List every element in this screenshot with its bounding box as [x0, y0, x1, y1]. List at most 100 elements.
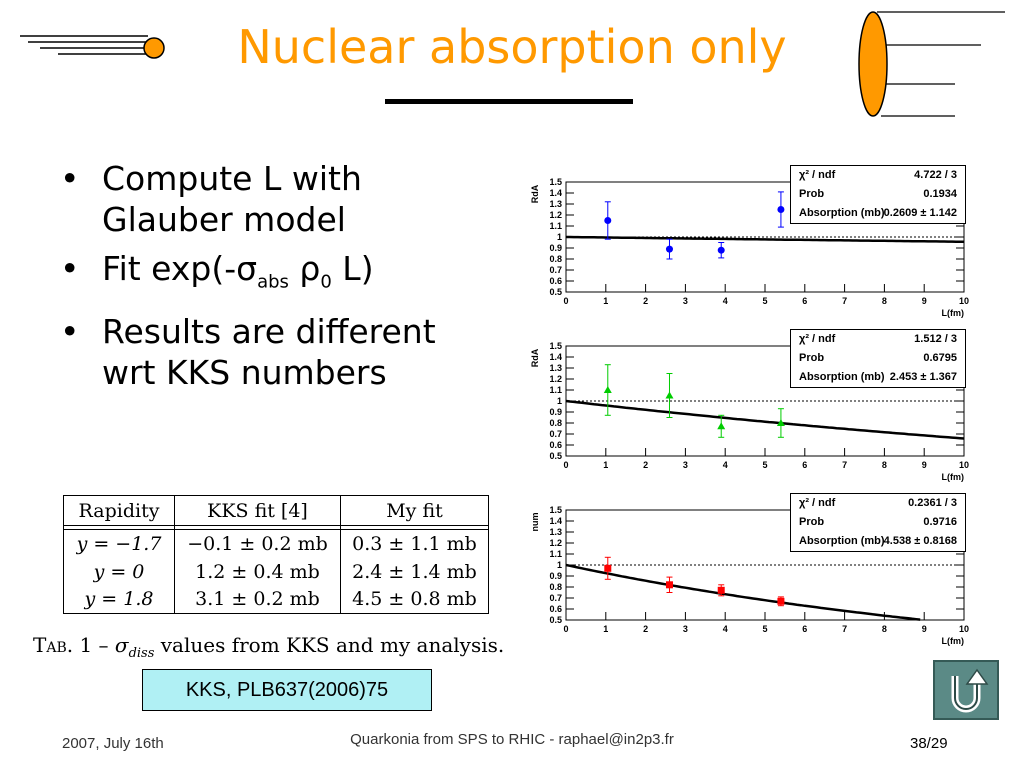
y-tick-label: 1.1: [549, 221, 562, 231]
plot-canvas: 0.50.60.70.80.911.11.21.31.41.50 1 2 3 4 5 6 7 8…: [530, 505, 969, 646]
reference-box: KKS, PLB637(2006)75: [142, 669, 432, 711]
stat-key: χ² / ndf: [799, 169, 836, 181]
table-cell: 1.2 ± 0.4 mb: [174, 557, 341, 586]
x-tick-label: 6: [802, 460, 807, 470]
stat-key: χ² / ndf: [799, 333, 836, 345]
footer-date: 2007, July 16th: [62, 735, 164, 752]
x-tick-label: 0: [563, 296, 568, 306]
y-tick-label: 0.8: [549, 254, 562, 264]
caption-suffix: values from KKS and my analysis.: [154, 633, 505, 657]
y-tick-label: 1.4: [549, 352, 562, 362]
stat-value: 2.453 ± 1.367: [889, 371, 957, 383]
table-caption: Tab. 1 – σdiss values from KKS and my an…: [33, 633, 504, 661]
y-tick-label: 0.7: [549, 593, 562, 603]
y-axis-label: num: [530, 513, 540, 532]
x-tick-label: 10: [959, 624, 969, 634]
x-tick-label: 4: [723, 296, 728, 306]
fit-stats-box: χ² / ndf 4.722 / 3 Prob 0.1934 Absorption …: [790, 165, 966, 224]
bullet-text: Results are different wrt KKS numbers: [102, 311, 436, 392]
fit-plot-1: 0.5 0.6 0.7 0.8 0.9 1 1.1 1.2 1.3 1.4 1.5 0 1 2 3 4 5 6 7 8…: [528, 162, 978, 320]
x-tick-label: 2: [643, 296, 648, 306]
x-tick-label: 0: [563, 624, 568, 634]
x-tick-label: 7: [842, 460, 847, 470]
table-cell: 2.4 ± 1.4 mb: [340, 557, 489, 586]
table-row: y = −1.7 −0.1 ± 0.2 mb 0.3 ± 1.1 mb: [63, 529, 489, 558]
y-tick-label: 1.3: [549, 527, 562, 537]
stat-key: Absorption (mb): [799, 207, 885, 219]
bullet-item: • Results are different wrt KKS numbers: [60, 311, 480, 393]
back-button[interactable]: [933, 660, 999, 720]
x-tick-label: 1: [603, 624, 608, 634]
y-tick-label: 0.9: [549, 243, 562, 253]
y-tick-label: 1.4: [549, 188, 562, 198]
y-axis-label: RdA: [530, 348, 540, 367]
y-tick-label: 1.2: [549, 210, 562, 220]
x-tick-label: 1: [603, 460, 608, 470]
data-point: [604, 217, 612, 224]
stat-value: 0.6795: [923, 352, 957, 364]
stat-row: Absorption (mb) 2.453 ± 1.367: [791, 368, 965, 387]
x-tick-label: 7: [842, 624, 847, 634]
bullet-dot: •: [60, 249, 80, 288]
y-tick-label: 1.1: [549, 385, 562, 395]
x-tick-label: 6: [802, 624, 807, 634]
y-tick-label: 1.2: [549, 538, 562, 548]
stat-row: χ² / ndf 1.512 / 3: [791, 330, 965, 349]
u-turn-back-icon: [951, 668, 989, 713]
ellipse-lines-icon: [858, 11, 1005, 117]
stat-key: Prob: [799, 516, 825, 528]
bullet-text: L): [331, 249, 374, 288]
x-tick-label: 3: [683, 460, 688, 470]
x-tick-label: 7: [842, 296, 847, 306]
data-point: [665, 581, 673, 589]
y-tick-label: 1.5: [549, 505, 562, 515]
table-header-cell: My fit: [340, 495, 489, 526]
stat-value: 0.9716: [923, 516, 957, 528]
slide-title: Nuclear absorption only: [237, 20, 787, 74]
x-tick-label: 1: [603, 296, 608, 306]
x-tick-label: 6: [802, 296, 807, 306]
y-tick-label: 0.5: [549, 615, 562, 625]
stat-row: Absorption (mb) 4.538 ± 0.8168: [791, 532, 965, 551]
x-tick-label: 2: [643, 460, 648, 470]
y-tick-label: 0.8: [549, 418, 562, 428]
table-header-cell: Rapidity: [63, 495, 175, 526]
table-cell: −0.1 ± 0.2 mb: [174, 529, 341, 558]
x-tick-label: 3: [683, 296, 688, 306]
stat-row: Absorption (mb) 0.2609 ± 1.142: [791, 204, 965, 223]
stat-row: Prob 0.1934: [791, 185, 965, 204]
table-cell: y = 0: [63, 557, 175, 586]
y-tick-label: 0.7: [549, 265, 562, 275]
y-tick-label: 0.9: [549, 407, 562, 417]
x-tick-label: 10: [959, 460, 969, 470]
y-tick-label: 1.1: [549, 549, 562, 559]
x-tick-label: 5: [762, 460, 767, 470]
bullet-list: • Compute L with Glauber model • Fit exp…: [60, 158, 480, 401]
x-tick-label: 0: [563, 460, 568, 470]
fit-plot-2: 0.5 0.6 0.7 0.8 0.9 1 1.1 1.2 1.3 1.4 1.5 0 1 2 3 4 5 6 7 8…: [528, 326, 978, 484]
fit-stats-box: χ² / ndf 0.2361 / 3 Prob 0.9716 Absorption…: [790, 493, 966, 552]
stat-value: 0.1934: [923, 188, 957, 200]
fit-curve: [565, 399, 965, 440]
data-point: [603, 386, 612, 393]
y-tick-label: 1.5: [549, 177, 562, 187]
table-row: y = 1.8 3.1 ± 0.2 mb 4.5 ± 0.8 mb: [63, 585, 489, 614]
y-tick-label: 0.9: [549, 571, 562, 581]
y-tick-label: 0.6: [549, 604, 562, 614]
y-tick-label: 0.6: [549, 440, 562, 450]
plot-canvas: 0.50.60.70.80.911.11.21.31.41.50 1 2 3 4 5 6 7 8…: [530, 341, 969, 482]
results-table: Rapidity KKS fit [4] My fit y = −1.7 −0.…: [63, 495, 489, 614]
results-table-container: Rapidity KKS fit [4] My fit y = −1.7 −0.…: [63, 495, 489, 614]
stat-value: 4.538 ± 0.8168: [883, 535, 957, 547]
x-tick-label: 10: [959, 296, 969, 306]
stat-key: Absorption (mb): [799, 535, 885, 547]
x-axis-label: L(fm): [942, 636, 965, 646]
x-tick-label: 9: [922, 296, 927, 306]
x-axis-label: L(fm): [942, 472, 965, 482]
plot-canvas: 0.50.60.70.80.911.11.21.31.41.50 1 2 3 4 5 6 7 8…: [530, 177, 969, 318]
table-cell: y = −1.7: [63, 529, 175, 558]
stat-key: Prob: [799, 188, 825, 200]
stat-value: 4.722 / 3: [914, 169, 957, 181]
data-point: [776, 419, 785, 426]
fit-stats-box: χ² / ndf 1.512 / 3 Prob 0.6795 Absorption …: [790, 329, 966, 388]
